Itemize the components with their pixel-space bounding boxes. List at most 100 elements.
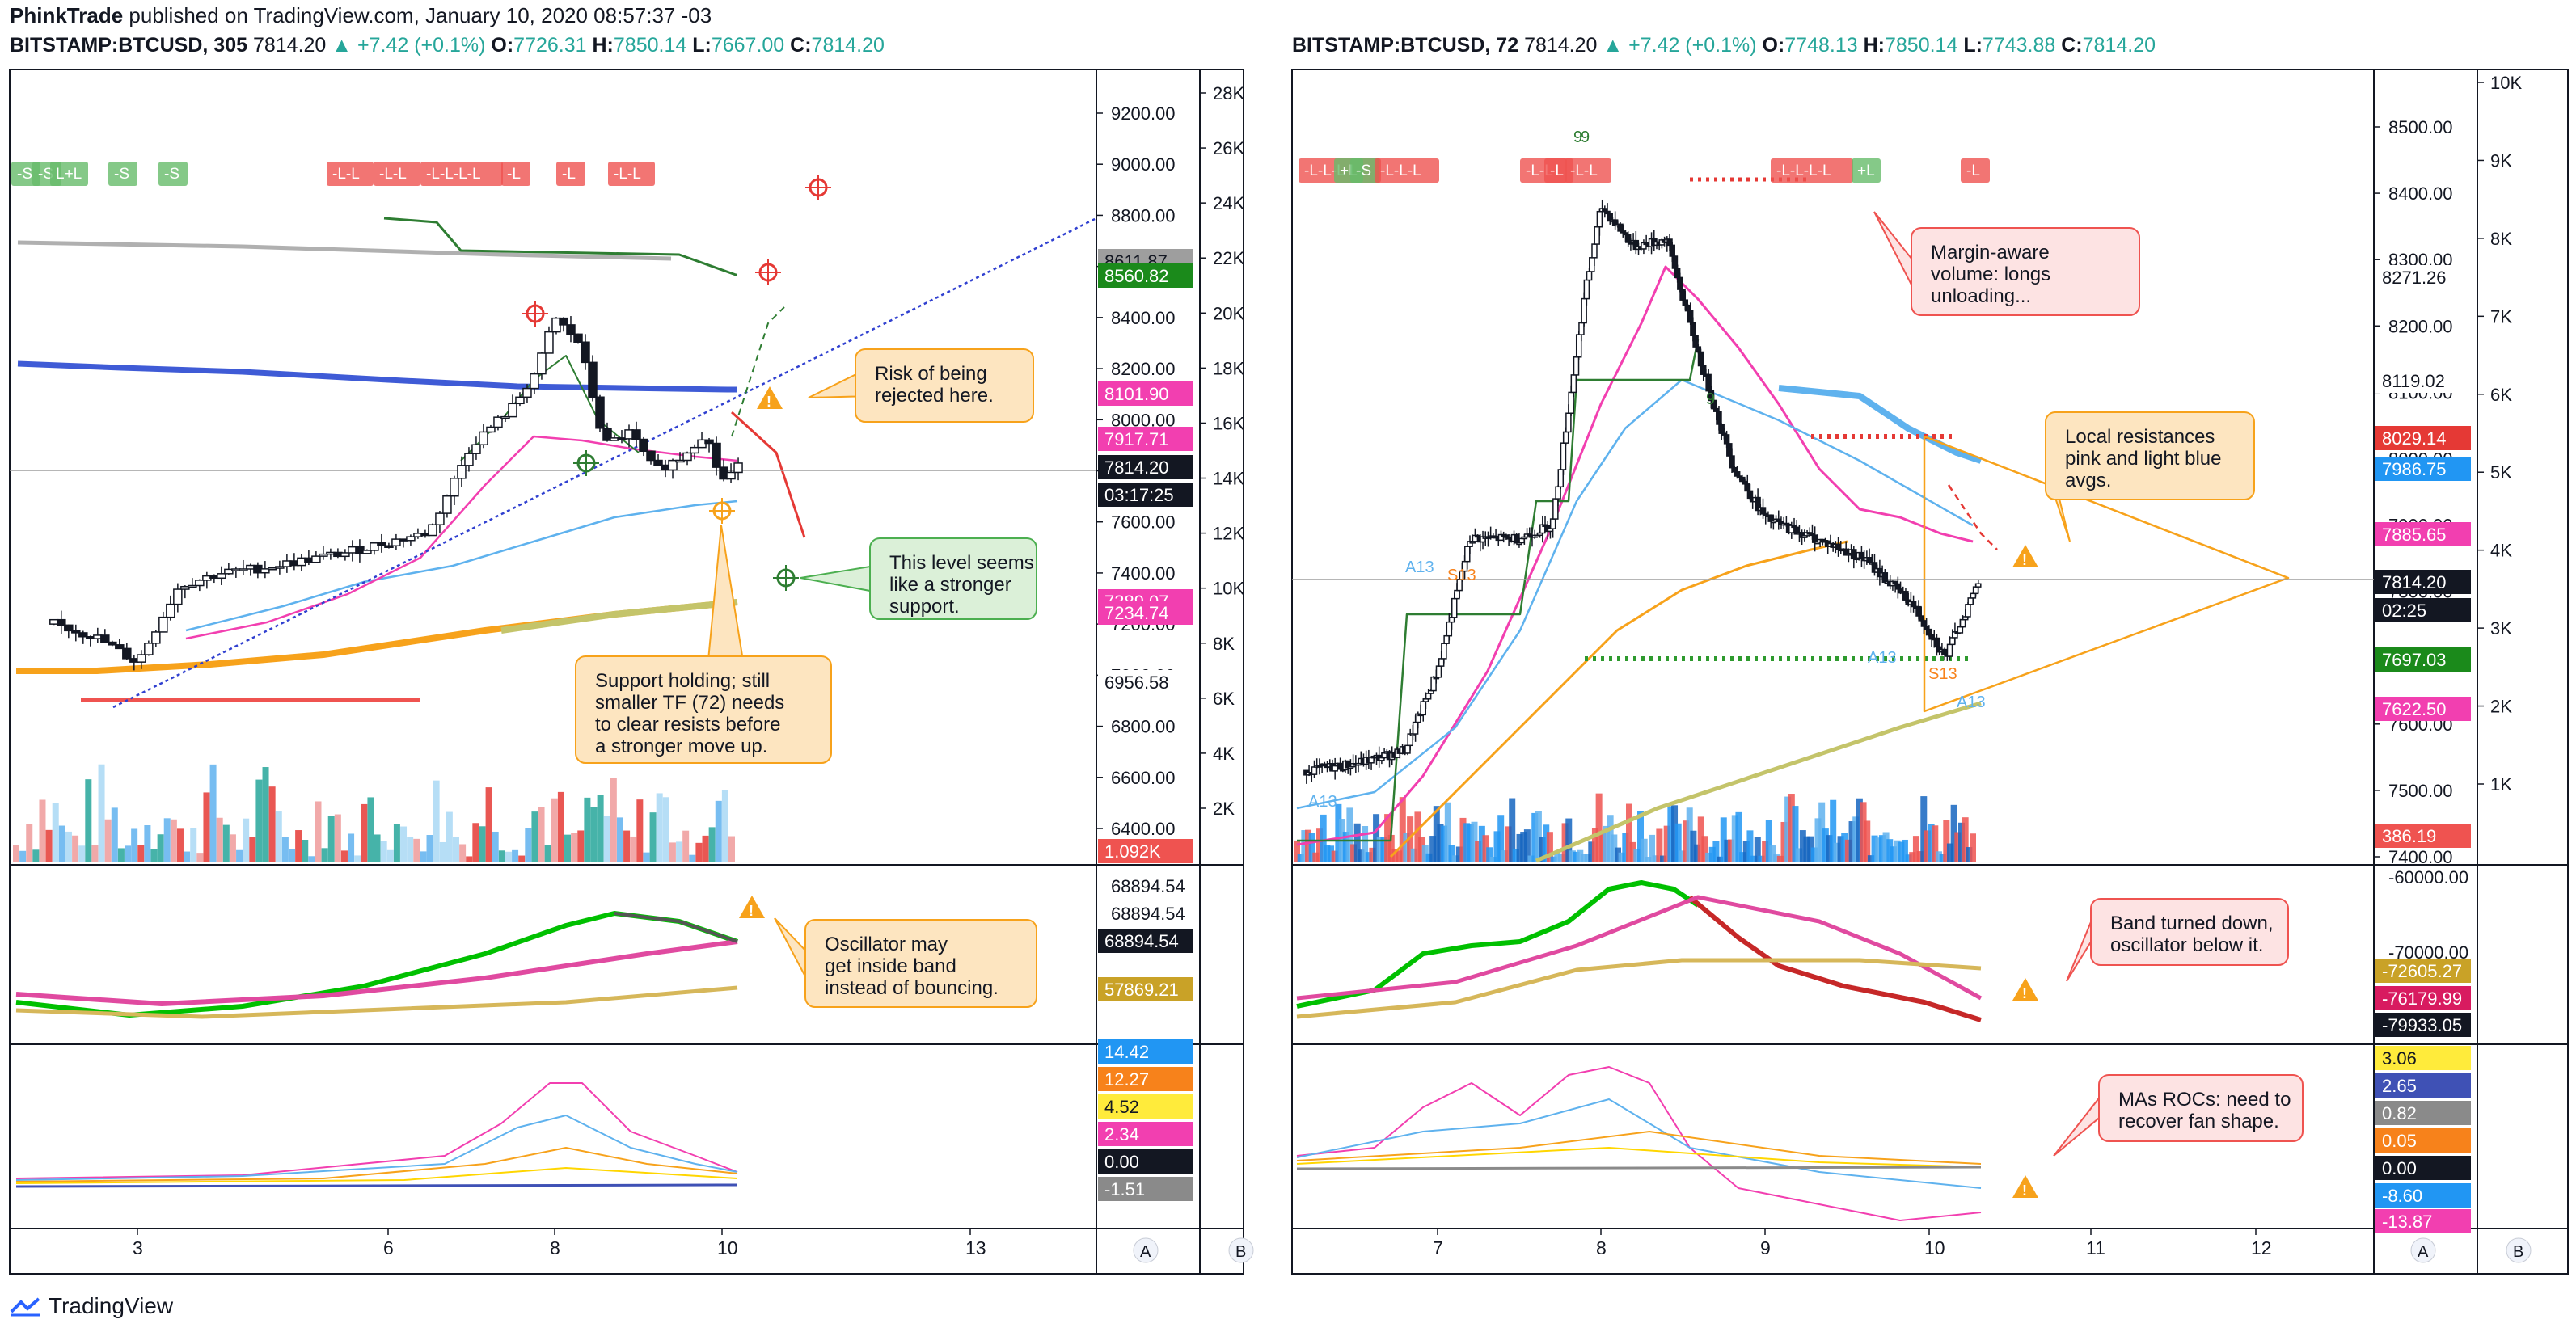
left-volume-bar [117,848,125,862]
right-volume-bar [1441,825,1448,862]
left-lightblue-ma [185,500,738,632]
right-green-step-line [1297,339,1700,842]
right-roc-orange [1296,1131,1982,1165]
left-volume-bar [85,779,92,862]
right-volume-bar [1308,832,1315,862]
right-volume-bar [1614,847,1621,862]
left-volume-bar [203,792,210,862]
left-volume-bar [289,849,296,862]
left-volume-bar [327,816,335,862]
right-volume-bar [1455,846,1463,862]
left-volume-bar [400,826,408,862]
right-roc-axis-label: 0.00 [2382,1158,2417,1178]
left-warning-icon-mark: ! [749,903,754,919]
tradingview-footer[interactable]: TradingView [10,1290,173,1322]
right-volume-bar [1674,823,1682,862]
pane-frames [9,69,2569,1275]
right-volume-bar [1365,852,1372,862]
left-pink-ma [185,435,738,640]
left-price-tick-label: 8200.00 [1111,359,1176,379]
left-price-tick-label: 6600.00 [1111,768,1176,788]
right-volume-bar [1901,839,1908,862]
right-volume-bar [1928,824,1935,862]
right-candle-body [1902,591,1909,601]
right-volume-bar [1705,852,1712,862]
right-candle-body [1624,234,1632,243]
left-volume-bar [630,836,637,862]
right-volume-bar [1957,822,1965,862]
right-volume-bar [1966,847,1973,862]
left-volume-tick-label: 6K [1213,689,1235,709]
right-roc-gray [1296,1166,1982,1170]
right-volume-bar [1697,816,1704,862]
right-volume-bar [1358,849,1365,862]
right-volume-bar [1437,824,1444,862]
left-signal-label-box [108,162,137,186]
right-volume-bar [1882,832,1890,862]
left-volume-bar [557,791,564,862]
right-candle-body [1682,299,1689,306]
right-volume-bar [1362,826,1369,862]
left-support-holding-callout-text: smaller TF (72) needs [595,692,784,714]
left-candle-body [442,495,452,514]
left-signal-label: -L-L [614,166,641,183]
right-candle-mark: 9 [1573,129,1582,146]
right-candle-body [1746,490,1754,500]
right-volume-bar [1679,850,1686,862]
right-volume-bar [1686,807,1693,862]
right-up-arrow-icon: ▲ [1603,34,1624,57]
right-axis-label: 7885.65 [2382,525,2447,545]
left-volume-bar [262,767,269,862]
right-volume-bar [1776,855,1784,862]
right-candle-body [1666,238,1673,247]
left-volume-bar [65,831,72,862]
right-time-tick-label: 11 [2086,1237,2105,1258]
left-candle-body [151,631,161,644]
left-volume-bar [721,790,728,862]
right-volume-bar [1864,820,1871,862]
right-volume-bar [1852,816,1860,862]
right-symbol[interactable]: BITSTAMP:BTCUSD, 72 [1292,34,1519,57]
left-volume-bar [518,855,526,862]
right-axis-label: 8119.02 [2382,371,2445,391]
right-volume-bar [1403,832,1410,862]
left-symbol[interactable]: BITSTAMP:BTCUSD, 305 [10,34,248,57]
left-volume-bar [98,764,105,862]
right-volume-bar [1535,811,1542,862]
right-roc-axis-label: -8.60 [2382,1186,2422,1206]
right-candle-mark: A13 [1405,559,1434,576]
left-volume-bar [78,845,86,862]
left-volume-bar [676,841,683,862]
right-candle-body [1716,411,1722,425]
left-candle-body [217,573,226,580]
right-price-tick-label: 8500.00 [2388,117,2453,137]
right-candle-mark: A13 [1957,693,1986,711]
left-candle-body [515,396,525,405]
right-volume-bar [1807,836,1814,862]
left-osc-band [15,985,738,1019]
chart-canvas[interactable]: -S -S L+L -S -S -L-L -L-L -L-L-L-L -L -L -L-L -L-L-… [0,0,2576,1293]
right-candle-body [1718,424,1725,434]
left-volume-bar [564,834,572,862]
footer-brand: TradingView [49,1293,174,1318]
left-candle-body [340,552,350,558]
left-axis-label-box [1098,455,1193,479]
left-price-tick-label: 7600.00 [1111,512,1176,533]
left-volume-bar [433,780,440,862]
right-candle-body [1425,693,1432,700]
right-warning-icon [2012,978,2038,1001]
right-volume-bar [1641,838,1648,862]
right-volume-bar [1765,820,1772,862]
left-roc-indigo [15,1183,738,1188]
left-volume-bar [603,816,610,862]
right-volume-bar [1324,845,1331,862]
right-volume-tick-label: 4K [2490,541,2512,561]
right-candle-body [1684,304,1691,312]
right-volume-bar [1486,847,1493,862]
right-candle-body [1332,765,1338,772]
author-name[interactable]: PhinkTrade [10,3,124,27]
right-volume-bar [1335,803,1342,862]
right-volume-bar [1728,839,1735,862]
right-volume-bar [1780,821,1788,862]
left-blue-ma [17,360,737,393]
